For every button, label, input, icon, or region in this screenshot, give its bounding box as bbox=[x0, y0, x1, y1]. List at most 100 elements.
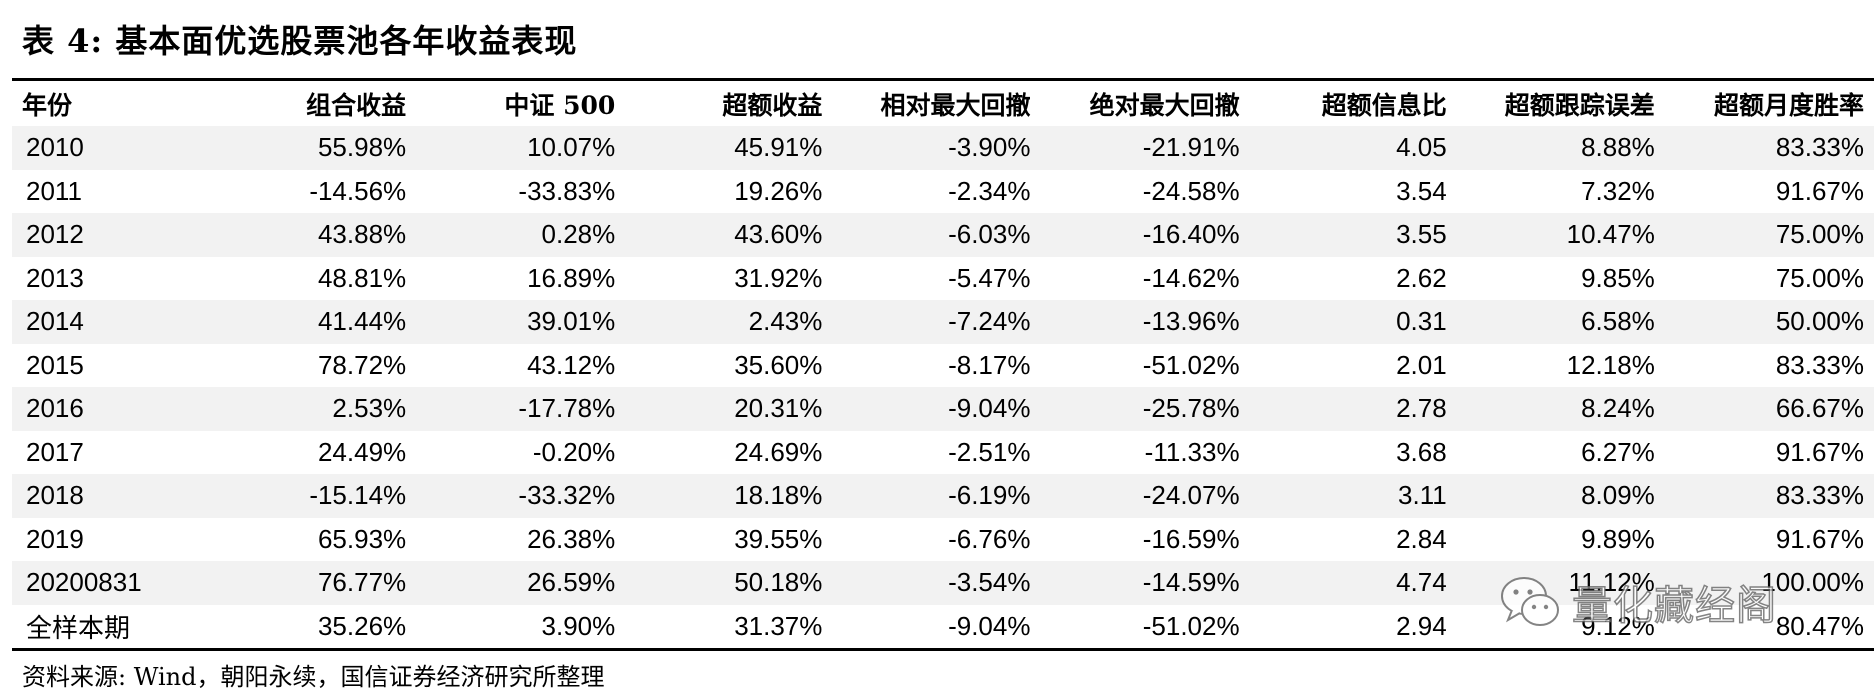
table-cell: 65.93% bbox=[317, 523, 407, 554]
table-cell: 83.33% bbox=[1664, 126, 1874, 170]
table-title: 表 4: 基本面优选股票池各年收益表现 bbox=[22, 22, 578, 60]
returns-table: 年份 组合收益 中证 500 超额收益 相对最大回撤 绝对最大回撤 超额信息比 … bbox=[12, 81, 1874, 648]
table-cell: 91.67% bbox=[1775, 523, 1864, 554]
watermark-text: 量化藏经阁 bbox=[1571, 582, 1777, 630]
table-row: 2018 -15.14% -33.32% 18.18% -6.19% -24.07% 3.1… bbox=[12, 474, 1874, 518]
table-cell: 80.47% bbox=[1775, 610, 1864, 641]
table-cell: -16.40% bbox=[1040, 213, 1250, 257]
row-label-cell: 2017 bbox=[26, 436, 84, 467]
table-cell: 4.74 bbox=[1249, 561, 1457, 605]
table-cell: 83.33% bbox=[1775, 349, 1864, 380]
bottom-rule bbox=[12, 648, 1874, 651]
table-cell: 6.27% bbox=[1581, 436, 1655, 467]
header-csi500: 中证 500 bbox=[504, 90, 616, 120]
table-cell: 2.84 bbox=[1396, 523, 1447, 554]
watermark: 量化藏经阁 bbox=[1498, 573, 1777, 631]
table-cell: 19.26% bbox=[734, 175, 823, 206]
table-cell: -6.76% bbox=[948, 523, 1031, 554]
table-cell: 78.72% bbox=[317, 349, 407, 380]
table-cell: 18.18% bbox=[625, 474, 833, 518]
table-row: 2011 -14.56% -33.83% 19.26% -2.34% -24.58% 3.5… bbox=[12, 170, 1874, 214]
row-label-cell: 2016 bbox=[12, 387, 179, 431]
table-cell: 2.01 bbox=[1396, 349, 1447, 380]
header-excess-info-ratio: 超额信息比 bbox=[1321, 90, 1447, 120]
table-row: 全样本期 35.26% 3.90% 31.37% -9.04% -51.02% 2.94 9.… bbox=[12, 605, 1874, 649]
row-label-cell: 2012 bbox=[12, 213, 179, 257]
table-cell: -21.91% bbox=[1040, 126, 1250, 170]
table-cell: -13.96% bbox=[1040, 300, 1250, 344]
table-cell: 31.92% bbox=[734, 262, 823, 293]
table-cell: 75.00% bbox=[1775, 262, 1864, 293]
table-cell: 35.60% bbox=[734, 349, 823, 380]
table-cell: 39.01% bbox=[416, 300, 626, 344]
table-row: 2012 43.88% 0.28% 43.60% -6.03% -16.40% 3.55 10… bbox=[12, 213, 1874, 257]
table-row: 2015 78.72% 43.12% 35.60% -8.17% -51.02% 2.01 1… bbox=[12, 344, 1874, 388]
row-label-cell: 2013 bbox=[26, 262, 84, 293]
table-cell: -7.24% bbox=[832, 300, 1041, 344]
table-cell: -3.90% bbox=[832, 126, 1041, 170]
table-cell: 2.78 bbox=[1249, 387, 1457, 431]
table-row: 20200831 76.77% 26.59% 50.18% -3.54% -14.59% 4… bbox=[12, 561, 1874, 605]
header-year: 年份 bbox=[22, 90, 73, 120]
table-row: 2010 55.98% 10.07% 45.91% -3.90% -21.91% 4.05 8… bbox=[12, 126, 1874, 170]
header-excess-monthly-win-rate: 超额月度胜率 bbox=[1713, 90, 1864, 120]
table-cell: 2.43% bbox=[625, 300, 833, 344]
table-cell: 35.26% bbox=[317, 610, 407, 641]
header-portfolio-return: 组合收益 bbox=[306, 90, 407, 120]
table-row: 2019 65.93% 26.38% 39.55% -6.76% -16.59% 2.84 9… bbox=[12, 518, 1874, 562]
table-cell: 83.33% bbox=[1664, 474, 1874, 518]
table-row: 2013 48.81% 16.89% 31.92% -5.47% -14.62% 2.62 9… bbox=[12, 257, 1874, 301]
table-cell: 3.55 bbox=[1249, 213, 1457, 257]
table-cell: -3.54% bbox=[832, 561, 1041, 605]
table-cell: 91.67% bbox=[1775, 436, 1864, 467]
row-label-cell: 2010 bbox=[12, 126, 179, 170]
row-label-cell: 2015 bbox=[26, 349, 84, 380]
table-cell: -2.34% bbox=[948, 175, 1031, 206]
table-cell: -0.20% bbox=[532, 436, 616, 467]
table-cell: 76.77% bbox=[178, 561, 417, 605]
table-body: 2010 55.98% 10.07% 45.91% -3.90% -21.91% 4.05 8… bbox=[12, 126, 1874, 648]
table-row: 2017 24.49% -0.20% 24.69% -2.51% -11.33% 3.68 6… bbox=[12, 431, 1874, 475]
table-cell: 3.11 bbox=[1249, 474, 1457, 518]
table-cell: 7.32% bbox=[1581, 175, 1655, 206]
table-cell: 8.24% bbox=[1456, 387, 1665, 431]
wechat-icon bbox=[1501, 577, 1559, 626]
header-excess-return: 超额收益 bbox=[722, 90, 823, 120]
table-header: 年份 组合收益 中证 500 超额收益 相对最大回撤 绝对最大回撤 超额信息比 … bbox=[12, 81, 1874, 126]
table-cell: 9.85% bbox=[1581, 262, 1655, 293]
table-cell: 0.28% bbox=[416, 213, 626, 257]
row-label-cell: 2018 bbox=[12, 474, 179, 518]
table-cell: 24.49% bbox=[317, 436, 407, 467]
table-cell: 45.91% bbox=[625, 126, 833, 170]
table-cell: 43.60% bbox=[625, 213, 833, 257]
table-cell: 11.12% bbox=[1456, 561, 1665, 605]
table-cell: 26.59% bbox=[416, 561, 626, 605]
table-cell: 75.00% bbox=[1664, 213, 1874, 257]
table-cell: -51.02% bbox=[1142, 349, 1240, 380]
table-cell: -6.19% bbox=[832, 474, 1041, 518]
report-table-figure: 表 4: 基本面优选股票池各年收益表现 年份 组合收益 中证 500 超额收益 … bbox=[12, 0, 1874, 692]
table-cell: 43.88% bbox=[178, 213, 417, 257]
table-cell: -14.62% bbox=[1142, 262, 1240, 293]
table-cell: 6.58% bbox=[1456, 300, 1665, 344]
table-cell: 41.44% bbox=[178, 300, 417, 344]
table-cell: 20.31% bbox=[625, 387, 833, 431]
table-cell: 3.68 bbox=[1396, 436, 1447, 467]
table-cell: 9.12% bbox=[1581, 610, 1655, 641]
table-cell: -9.04% bbox=[948, 610, 1031, 641]
header-relative-max-drawdown: 相对最大回撤 bbox=[880, 90, 1031, 120]
table-cell: 66.67% bbox=[1664, 387, 1874, 431]
table-cell: -14.59% bbox=[1040, 561, 1250, 605]
table-cell: -25.78% bbox=[1040, 387, 1250, 431]
table-cell: 50.18% bbox=[625, 561, 833, 605]
table-cell: 24.69% bbox=[734, 436, 823, 467]
table-cell: 8.09% bbox=[1456, 474, 1665, 518]
header-row: 年份 组合收益 中证 500 超额收益 相对最大回撤 绝对最大回撤 超额信息比 … bbox=[12, 81, 1874, 126]
table-cell: 2.62 bbox=[1396, 262, 1447, 293]
table-cell: 4.05 bbox=[1249, 126, 1457, 170]
table-row: 2016 2.53% -17.78% 20.31% -9.04% -25.78% 2.78 8… bbox=[12, 387, 1874, 431]
table-cell: -33.83% bbox=[518, 175, 616, 206]
table-cell: 2.53% bbox=[178, 387, 417, 431]
table-cell: 12.18% bbox=[1566, 349, 1655, 380]
table-cell: 55.98% bbox=[178, 126, 417, 170]
